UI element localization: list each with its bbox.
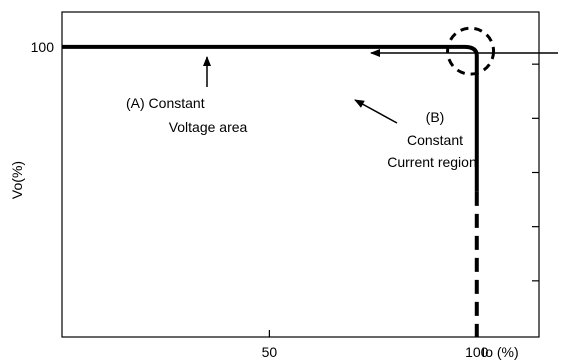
right-axis-minor-ticks [532,63,539,282]
y-tick-label: 100 [31,39,55,55]
x-axis-ticks: 50 100 [262,330,489,360]
annotation-a-line-1: (A) Constant [126,95,205,111]
annotation-b-line-1: (B) [426,109,445,125]
x-tick-label: 100 [465,344,489,360]
series-layer [62,44,479,337]
annotation-b-line-2: Constant [407,132,463,148]
pointer-arrow-b [354,99,398,124]
highlight-circle [446,26,496,76]
x-axis-label: Io (%) [481,344,518,360]
y-axis-label: Vo(%) [9,161,25,199]
annotation-a-line-2: Voltage area [169,119,248,135]
annotation-b-line-3: Current region [387,154,477,170]
series-line-solid [62,44,479,192]
x-tick-label: 50 [262,344,278,360]
plot-frame [61,11,540,338]
